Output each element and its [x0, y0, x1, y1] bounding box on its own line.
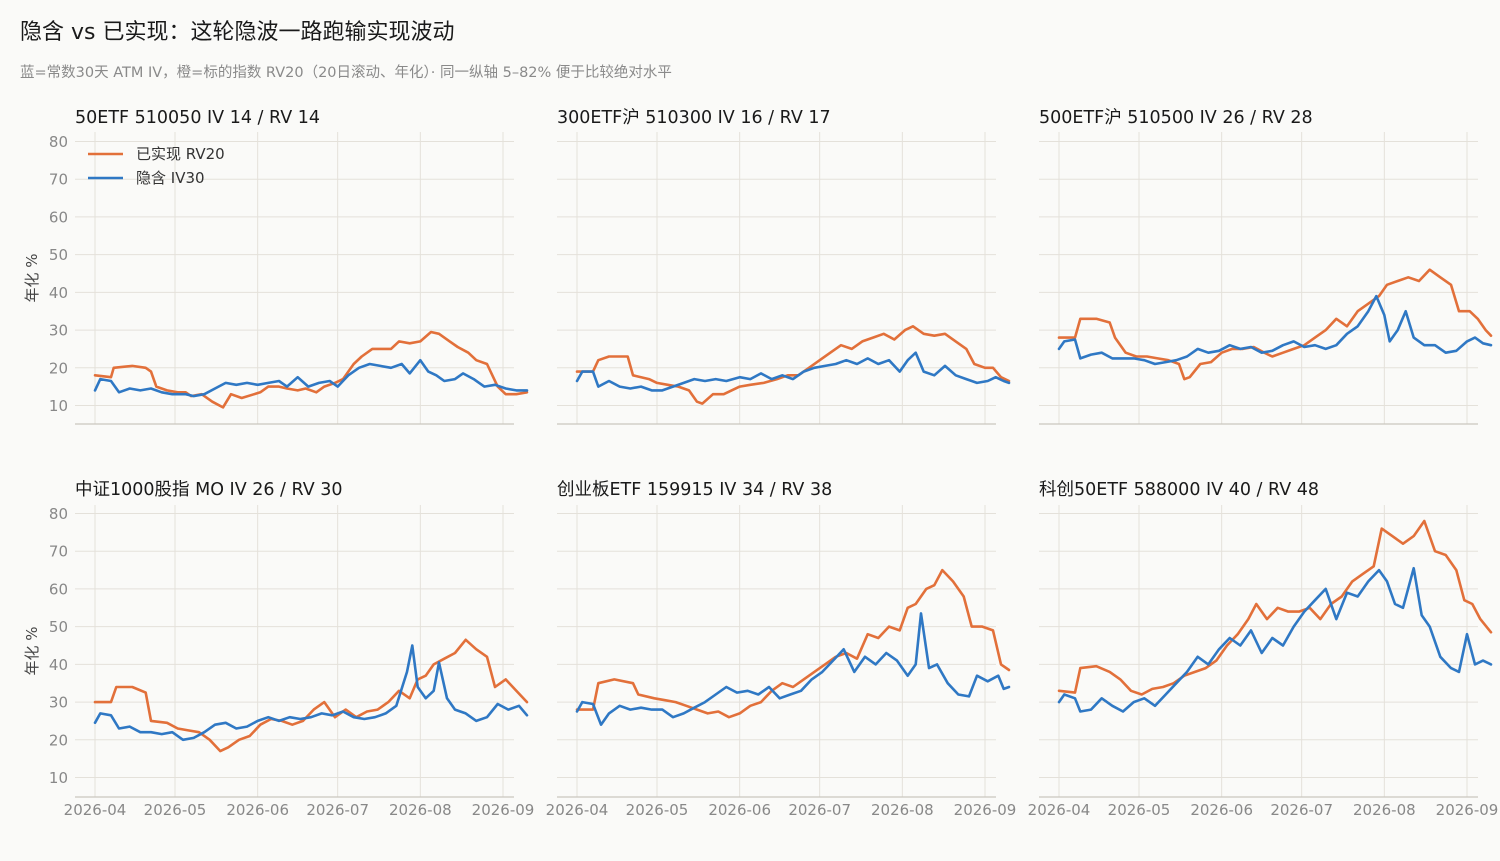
y-tick-label: 80 [49, 505, 68, 523]
y-tick-label: 80 [49, 133, 68, 151]
x-tick-label: 2026-07 [306, 801, 369, 819]
y-tick-label: 70 [49, 543, 68, 561]
subplot-title: 科创50ETF 588000 IV 40 / RV 48 [1039, 480, 1319, 500]
subplot-title: 500ETF沪 510500 IV 26 / RV 28 [1039, 108, 1313, 128]
x-tick-label: 2026-07 [1270, 801, 1333, 819]
series-line-rv [93, 638, 529, 753]
x-tick-label: 2026-08 [1353, 801, 1416, 819]
y-tick-label: 20 [49, 731, 68, 749]
x-tick-label: 2026-04 [64, 801, 127, 819]
y-tick-label: 50 [49, 618, 68, 636]
x-tick-label: 2026-08 [871, 801, 934, 819]
subplot-title: 创业板ETF 159915 IV 34 / RV 38 [557, 480, 832, 500]
series-line-iv [93, 644, 529, 742]
y-tick-label: 40 [49, 656, 68, 674]
subplot-1: 50ETF 510050 IV 14 / RV 14 10 20 30 40 50 60 70… [23, 108, 529, 425]
legend-label-rv: 已实现 RV20 [136, 145, 225, 163]
y-tick-label: 10 [49, 769, 68, 787]
subplot-2: 300ETF沪 510300 IV 16 / RV 17 [557, 108, 1011, 425]
y-tick-label: 40 [49, 284, 68, 302]
x-tick-label: 2026-09 [1436, 801, 1499, 819]
x-tick-label: 2026-09 [472, 801, 535, 819]
x-tick-label: 2026-06 [708, 801, 771, 819]
x-tick-label: 2026-04 [546, 801, 609, 819]
series-line-iv [1057, 566, 1493, 713]
y-tick-label: 10 [49, 397, 68, 415]
series-line-iv [1057, 294, 1493, 366]
subplot-4: 中证1000股指 MO IV 26 / RV 30 10 20 30 40 50 60 70 8… [23, 480, 534, 819]
subplot-5: 创业板ETF 159915 IV 34 / RV 38 2026-04 2026-0… [546, 480, 1017, 819]
series-line-rv [93, 330, 529, 409]
x-tick-label: 2026-05 [144, 801, 207, 819]
series-line-iv [575, 612, 1011, 727]
y-tick-label: 70 [49, 171, 68, 189]
series-line-iv [575, 351, 1011, 392]
legend: 已实现 RV20 隐含 IV30 [88, 145, 225, 187]
subplot-title: 50ETF 510050 IV 14 / RV 14 [75, 108, 320, 128]
series-line-rv [575, 568, 1011, 719]
series-line-rv [1057, 268, 1493, 381]
y-tick-label: 60 [49, 580, 68, 598]
y-tick-label: 60 [49, 208, 68, 226]
y-tick-label: 20 [49, 359, 68, 377]
y-tick-label: 50 [49, 246, 68, 264]
y-tick-label: 30 [49, 322, 68, 340]
x-tick-label: 2026-05 [626, 801, 689, 819]
chart-title: 隐含 vs 已实现：这轮隐波一路跑输实现波动 [20, 20, 455, 45]
x-tick-label: 2026-05 [1108, 801, 1171, 819]
y-axis-label: 年化 % [23, 626, 41, 675]
chart-subtitle: 蓝=常数30天 ATM IV，橙=标的指数 RV20（20日滚动、年化）· 同一… [20, 65, 672, 81]
series-line-rv [1057, 519, 1493, 696]
x-tick-label: 2026-06 [226, 801, 289, 819]
y-tick-label: 30 [49, 694, 68, 712]
x-tick-label: 2026-04 [1028, 801, 1091, 819]
subplot-title: 300ETF沪 510300 IV 16 / RV 17 [557, 108, 831, 128]
x-tick-label: 2026-07 [788, 801, 851, 819]
legend-label-iv: 隐含 IV30 [136, 169, 205, 187]
x-tick-label: 2026-09 [954, 801, 1017, 819]
subplot-title: 中证1000股指 MO IV 26 / RV 30 [75, 480, 343, 500]
subplot-3: 500ETF沪 510500 IV 26 / RV 28 [1039, 108, 1493, 425]
x-tick-label: 2026-06 [1190, 801, 1253, 819]
y-axis-label: 年化 % [23, 253, 41, 302]
subplot-6: 科创50ETF 588000 IV 40 / RV 48 2026-04 2026-… [1028, 480, 1499, 819]
series-line-iv [93, 358, 529, 398]
x-tick-label: 2026-08 [389, 801, 452, 819]
